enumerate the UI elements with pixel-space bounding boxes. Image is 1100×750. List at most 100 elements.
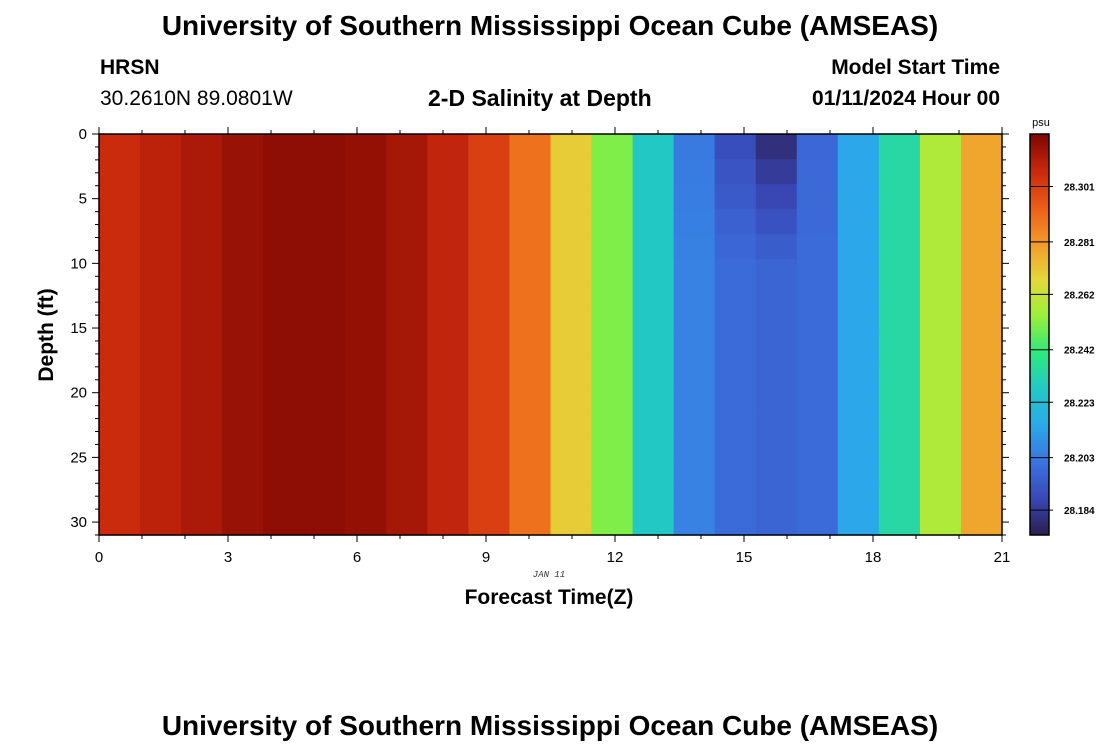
heatmap-cell — [632, 459, 675, 486]
heatmap-cell — [755, 159, 798, 185]
heatmap-cell — [796, 434, 839, 461]
heatmap-cell — [263, 159, 305, 185]
y-tick-label: 5 — [79, 191, 87, 208]
heatmap-cell — [714, 184, 757, 210]
heatmap-cell — [386, 359, 428, 386]
heatmap-cell — [714, 259, 757, 285]
colorbar-ticks: 28.301 28.281 28.262 28.242 28.223 28.203 28.1… — [1030, 183, 1095, 517]
heatmap-cell — [714, 359, 757, 386]
heatmap-cell — [181, 409, 223, 436]
heatmap-cell — [960, 359, 1003, 386]
heatmap-cell — [181, 309, 223, 336]
heatmap-cell — [960, 509, 1003, 536]
heatmap-cell — [673, 384, 716, 411]
heatmap-cell — [468, 159, 511, 185]
heatmap-cell — [673, 159, 716, 185]
heatmap-cell — [878, 509, 921, 536]
heatmap-cell — [304, 334, 346, 361]
heatmap-cell — [673, 259, 716, 285]
colorbar-tick-label: 28.184 — [1064, 506, 1095, 517]
heatmap-cell — [99, 209, 141, 235]
heatmap-cell — [509, 209, 552, 235]
heatmap-cell — [837, 484, 880, 511]
heatmap-cell — [550, 384, 593, 411]
heatmap-cell — [673, 309, 716, 336]
heatmap-cell — [632, 259, 675, 285]
heatmap-cell — [345, 284, 387, 311]
y-tick-label: 25 — [70, 449, 87, 466]
colorbar-tick-label: 28.242 — [1064, 346, 1095, 357]
heatmap-cell — [345, 134, 387, 160]
heatmap-cell — [837, 259, 880, 285]
heatmap-cell — [837, 509, 880, 536]
heatmap-cell — [263, 234, 305, 260]
model-start-value: 01/11/2024 Hour 00 — [812, 87, 1000, 110]
heatmap-cell — [222, 259, 264, 285]
y-tick-label: 15 — [70, 320, 87, 337]
heatmap-cell — [550, 134, 593, 160]
heatmap-cell — [796, 509, 839, 536]
heatmap-cell — [140, 509, 182, 536]
heatmap-cell — [509, 159, 552, 185]
heatmap-cell — [796, 334, 839, 361]
colorbar-tick-label: 28.281 — [1064, 238, 1095, 249]
heatmap-cell — [222, 134, 264, 160]
heatmap-cell — [673, 284, 716, 311]
heatmap-cell — [222, 459, 264, 486]
y-tick-label: 0 — [79, 126, 87, 143]
heatmap-cell — [427, 509, 470, 536]
heatmap-cell — [427, 309, 470, 336]
heatmap-cell — [632, 384, 675, 411]
heatmap-cell — [632, 159, 675, 185]
heatmap-cell — [345, 384, 387, 411]
heatmap-cell — [878, 434, 921, 461]
heatmap-cell — [673, 184, 716, 210]
heatmap-cell — [427, 259, 470, 285]
heatmap-cell — [509, 409, 552, 436]
heatmap-cell — [550, 459, 593, 486]
plot-frame — [98, 133, 1003, 536]
heatmap-cell — [755, 334, 798, 361]
y-tick-label: 30 — [70, 514, 87, 531]
heatmap-cell — [960, 134, 1003, 160]
heatmap-cell — [386, 209, 428, 235]
heatmap-cell — [837, 359, 880, 386]
heatmap-cell — [878, 484, 921, 511]
colorbar-tick-label: 28.262 — [1064, 290, 1095, 301]
heatmap-cell — [837, 209, 880, 235]
heatmap-cell — [140, 159, 182, 185]
heatmap-cell — [919, 384, 962, 411]
heatmap-cell — [878, 209, 921, 235]
heatmap-cell — [960, 209, 1003, 235]
heatmap-cell — [755, 134, 798, 160]
heatmap-cell — [99, 284, 141, 311]
heatmap-cell — [878, 159, 921, 185]
heatmap-cell — [919, 459, 962, 486]
heatmap-cell — [99, 184, 141, 210]
heatmap-cell — [673, 234, 716, 260]
heatmap-cell — [796, 359, 839, 386]
heatmap-cell — [509, 334, 552, 361]
heatmap-cell — [99, 509, 141, 536]
heatmap-cell — [632, 209, 675, 235]
heatmap-cell — [550, 309, 593, 336]
heatmap-cell — [140, 259, 182, 285]
heatmap-cell — [263, 509, 305, 536]
heatmap-cell — [468, 284, 511, 311]
heatmap-cell — [714, 134, 757, 160]
colorbar — [1029, 133, 1050, 536]
heatmap-cell — [509, 484, 552, 511]
heatmap-cell — [386, 234, 428, 260]
heatmap-cell — [427, 334, 470, 361]
heatmap-cell — [222, 484, 264, 511]
heatmap-cell — [386, 384, 428, 411]
heatmap-cell — [304, 484, 346, 511]
heatmap-cell — [427, 359, 470, 386]
heatmap-cell — [550, 234, 593, 260]
heatmap-cell — [181, 134, 223, 160]
heatmap-cell — [304, 459, 346, 486]
heatmap-cell — [550, 509, 593, 536]
heatmap-cell — [796, 409, 839, 436]
heatmap-cell — [263, 459, 305, 486]
x-tick-label: 9 — [482, 549, 490, 566]
